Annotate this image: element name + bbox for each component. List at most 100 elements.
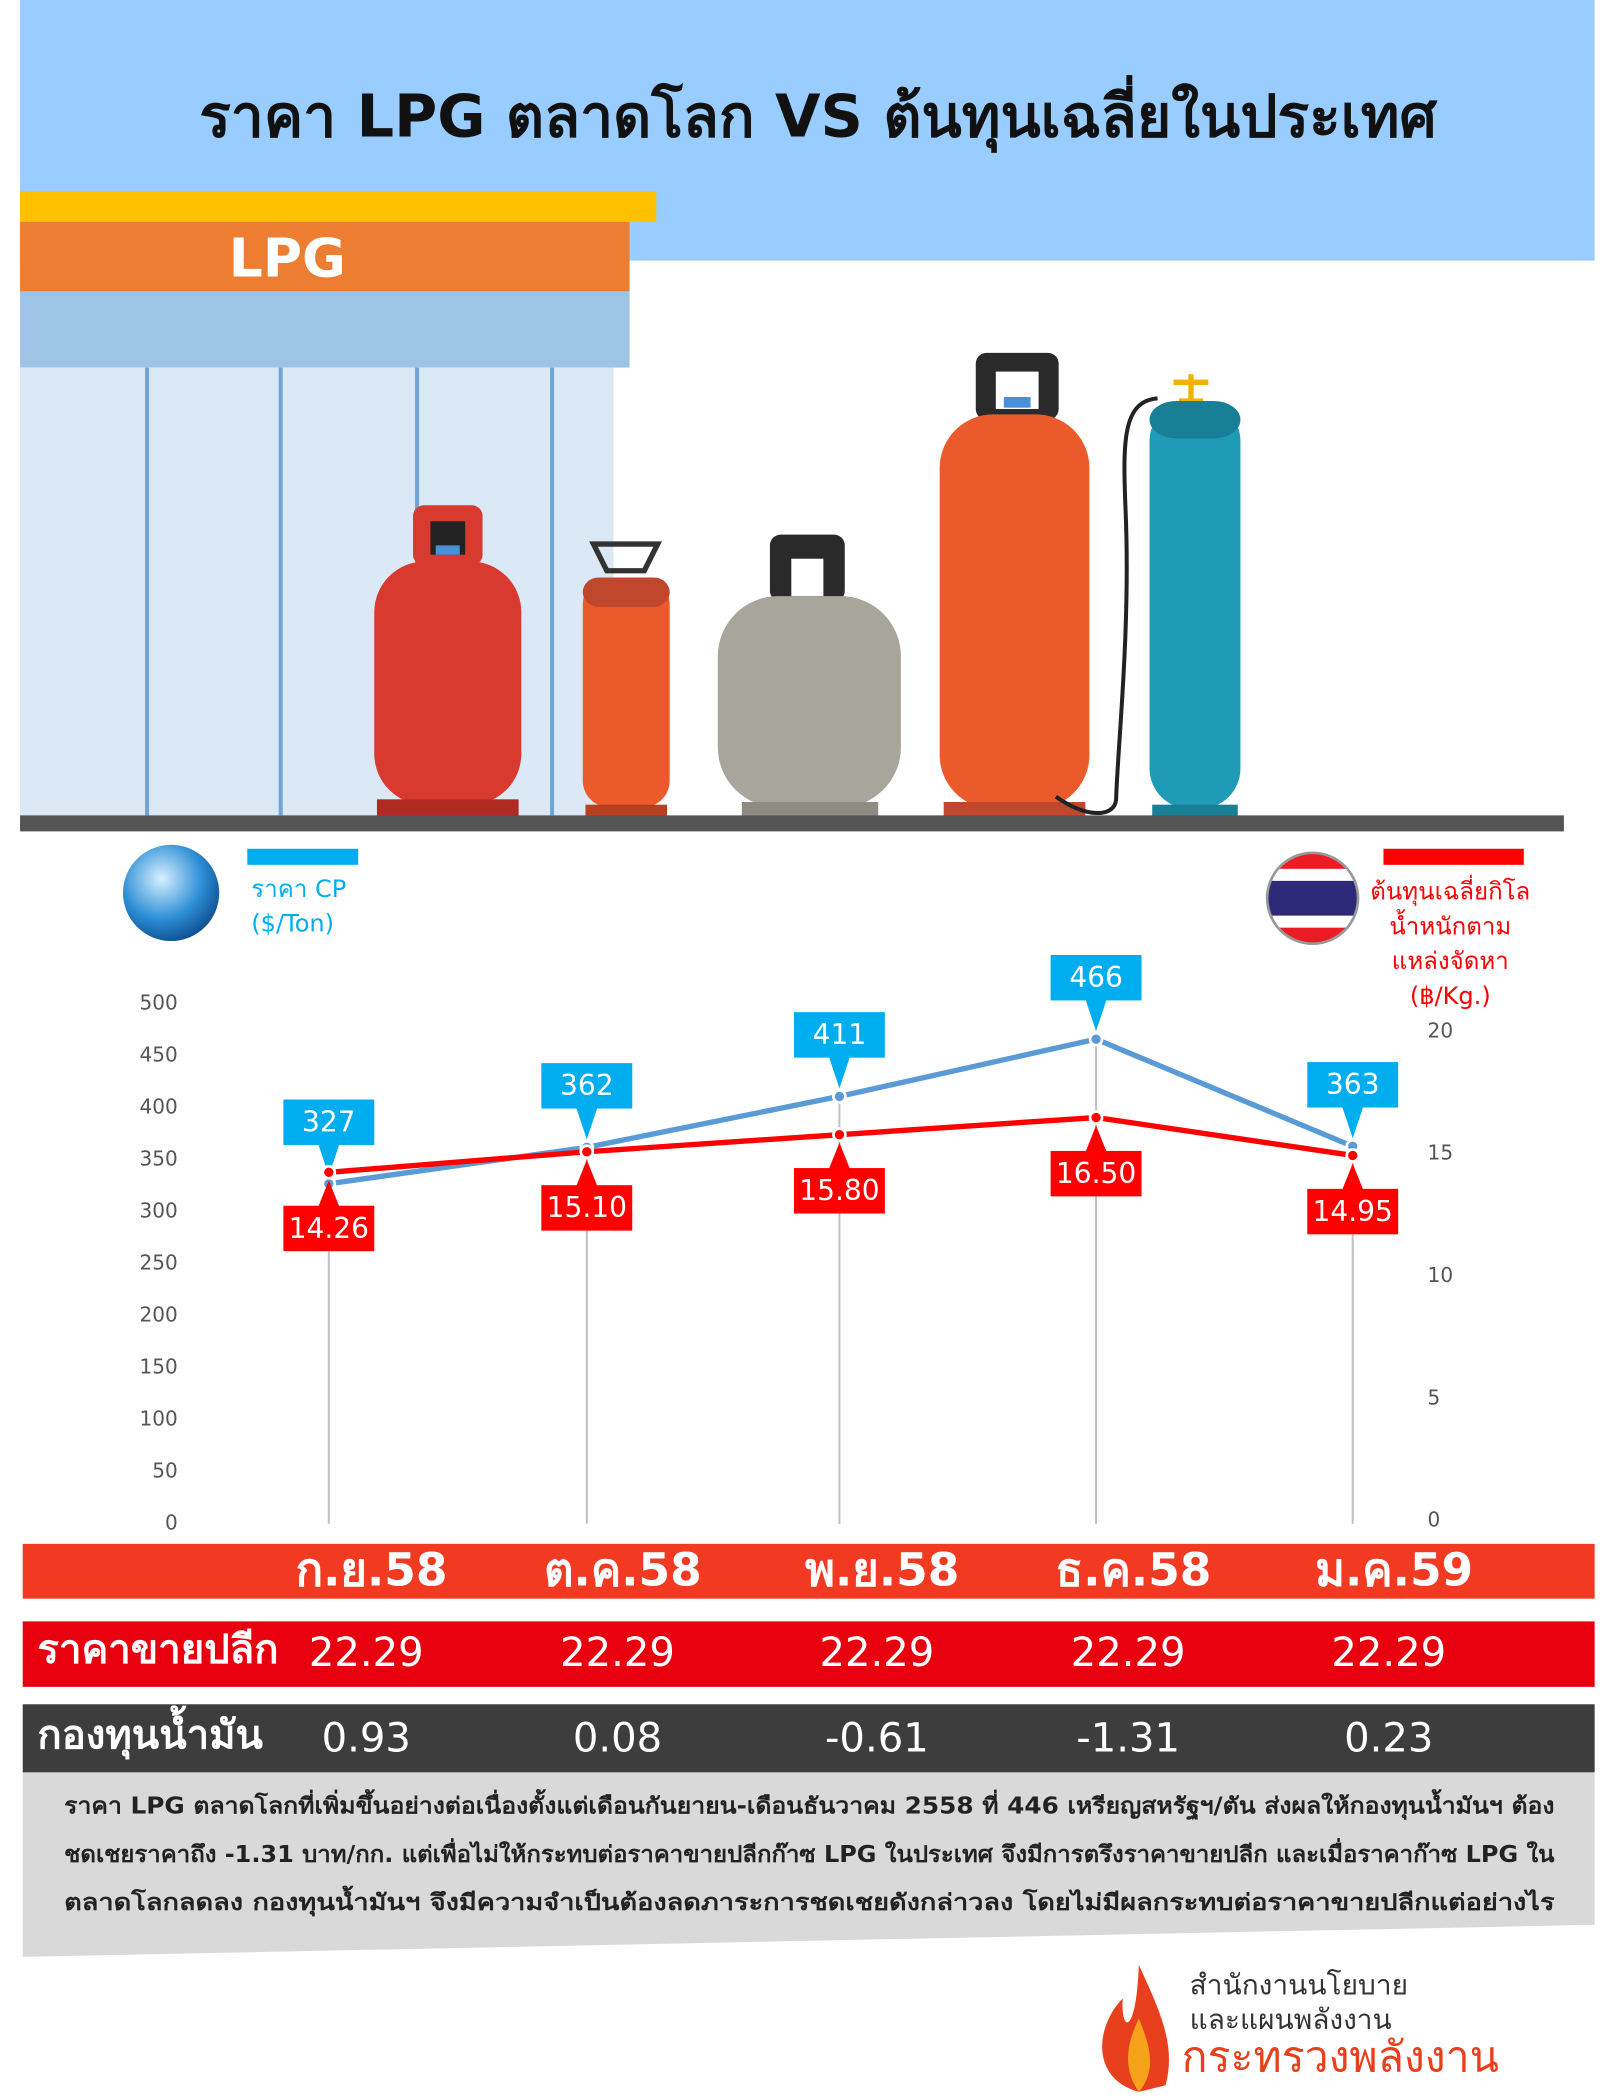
org-name: และแผนพลังงาน	[1190, 2003, 1392, 2036]
y2-tick-label: 10	[1428, 1263, 1454, 1287]
flag-ring	[1265, 851, 1360, 946]
data-label: 327	[302, 1106, 356, 1139]
data-label-pointer	[1342, 1106, 1364, 1139]
row-value: -1.31	[1076, 1715, 1180, 1761]
month-label: ก.ย.58	[296, 1544, 448, 1597]
legend-cost: ต้นทุนเฉลี่ยกิโล น้ำหนักตาม แหล่งจัดหา (…	[1370, 878, 1531, 1011]
ministry-logo	[1102, 1964, 1169, 2092]
y-tick-label: 100	[140, 1406, 178, 1430]
fund-row	[22, 1704, 1595, 1773]
point	[832, 1127, 847, 1142]
data-label: 14.26	[289, 1212, 369, 1245]
y-tick-label: 200	[140, 1302, 178, 1326]
data-label-box	[1307, 1188, 1399, 1235]
y-tick-label: 450	[140, 1042, 178, 1066]
month-label: ต.ค.58	[544, 1544, 702, 1597]
row-value: -0.61	[825, 1715, 929, 1761]
data-label-pointer	[576, 1107, 598, 1140]
data-label-pointer	[318, 1180, 340, 1208]
org-name: สำนักงานนโยบาย	[1190, 1968, 1408, 2001]
store-sign	[20, 221, 630, 292]
note-box	[22, 1772, 1595, 1957]
row-value: 0.93	[322, 1715, 411, 1761]
data-label-box	[283, 1099, 375, 1145]
data-label: 411	[813, 1018, 867, 1051]
point	[1088, 1110, 1104, 1125]
y-tick-label: 300	[140, 1198, 178, 1222]
note-line: ราคา LPG ตลาดโลกที่เพิ่มขึ้นอย่างต่อเนื่…	[64, 1789, 1554, 1821]
row-label: กองทุนน้ำมัน	[37, 1706, 263, 1761]
store-band	[20, 291, 630, 368]
data-label: 363	[1326, 1068, 1380, 1101]
data-label: 362	[560, 1069, 614, 1102]
y2-tick-label: 15	[1428, 1141, 1454, 1165]
data-label-pointer	[576, 1159, 598, 1187]
title: ราคา LPG ตลาดโลก VS ต้นทุนเฉลี่ยในประเทศ	[199, 75, 1438, 153]
globe-icon	[122, 844, 220, 942]
data-label-box	[541, 1185, 633, 1231]
point	[579, 1144, 595, 1160]
data-label-box	[1050, 954, 1142, 1001]
y-tick-label: 400	[140, 1094, 178, 1118]
data-label-pointer	[1342, 1163, 1364, 1191]
month-label: พ.ย.58	[805, 1544, 959, 1597]
y2-tick-label: 0	[1428, 1508, 1441, 1532]
month-label: ธ.ค.58	[1056, 1544, 1212, 1597]
cylinder-teal	[1054, 374, 1241, 819]
row-value: 22.29	[309, 1630, 424, 1676]
y-tick-label: 0	[165, 1510, 178, 1534]
cylinder-grey	[717, 534, 901, 821]
point	[1345, 1148, 1361, 1163]
y-tick-label: 250	[140, 1250, 178, 1274]
data-label: 14.95	[1313, 1195, 1393, 1228]
ministry-name: กระทรวงพลังงาน	[1182, 2032, 1499, 2082]
thai-flag	[1267, 852, 1359, 944]
row-value: 22.29	[819, 1630, 934, 1676]
y-tick-label: 500	[140, 990, 178, 1014]
row-value: 0.23	[1344, 1715, 1433, 1761]
month-label: ม.ค.59	[1315, 1544, 1473, 1597]
point	[321, 1164, 337, 1180]
data-label-pointer	[828, 1056, 851, 1089]
data-label-box	[793, 1168, 885, 1214]
y-tick-label: 50	[152, 1458, 178, 1482]
row-value: 0.08	[573, 1715, 662, 1761]
cylinder-red	[374, 505, 522, 819]
note-line: ตลาดโลกลดลง กองทุนน้ำมันฯ จึงมีความจำเป็…	[64, 1885, 1555, 1917]
point	[832, 1089, 847, 1104]
y-tick-label: 350	[140, 1146, 178, 1170]
data-label-pointer	[828, 1142, 851, 1170]
legend-swatch-cost	[1383, 848, 1524, 865]
cylinder-tall	[939, 352, 1090, 819]
retail-row	[22, 1621, 1595, 1687]
month-bar	[22, 1543, 1595, 1599]
data-label-pointer	[318, 1143, 340, 1176]
cylinder-orange	[582, 541, 670, 819]
y2-tick-label: 5	[1428, 1385, 1441, 1409]
data-label-box	[541, 1063, 633, 1109]
row-value: 22.29	[1071, 1630, 1186, 1676]
row-value: 22.29	[560, 1630, 675, 1676]
ground	[20, 815, 1564, 832]
data-label-box	[1050, 1150, 1142, 1197]
note-line: ชดเชยราคาถึง -1.31 บาท/กก. แต่เพื่อไม่ให…	[64, 1838, 1555, 1868]
data-label-box	[793, 1012, 885, 1058]
store-front	[20, 367, 614, 816]
data-label: 466	[1069, 961, 1123, 994]
point	[1088, 1031, 1104, 1047]
data-label-box	[1307, 1062, 1399, 1108]
data-label: 15.10	[547, 1191, 627, 1224]
legend-swatch-cp	[247, 848, 359, 865]
store-sign-text: LPG	[229, 227, 346, 290]
y2-tick-label: 20	[1428, 1018, 1454, 1042]
data-label: 15.80	[799, 1174, 879, 1207]
legend-cp: ราคา CP ($/Ton)	[251, 875, 347, 939]
data-label-box	[283, 1205, 375, 1252]
row-value: 22.29	[1331, 1630, 1446, 1676]
data-label-pointer	[1085, 1125, 1107, 1153]
data-label-pointer	[1085, 999, 1107, 1032]
awning-stripe	[20, 191, 657, 222]
row-label: ราคาขายปลีก	[37, 1627, 278, 1673]
y-tick-label: 150	[140, 1354, 178, 1378]
